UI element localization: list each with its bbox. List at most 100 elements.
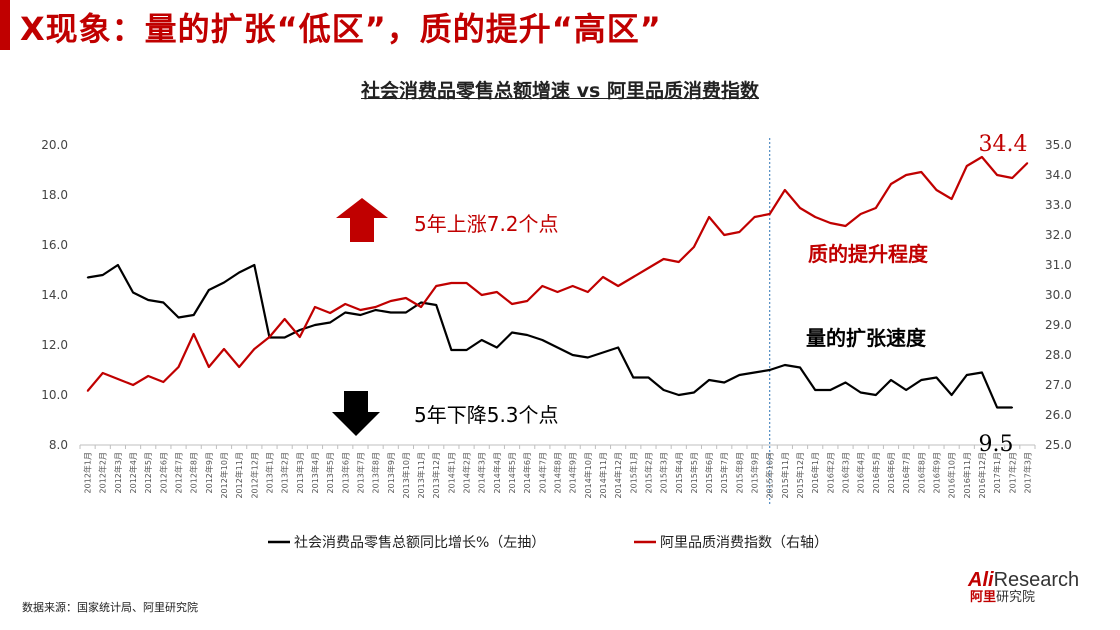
- data-point: [632, 376, 635, 379]
- x-tick-label: 2015年5月: [689, 452, 699, 493]
- quality-label: 质的提升程度: [808, 242, 929, 266]
- x-tick-label: 2013年1月: [264, 452, 274, 493]
- data-point: [117, 378, 119, 380]
- x-tick-label: 2013年10月: [401, 452, 411, 499]
- data-point: [602, 351, 604, 354]
- data-point: [238, 271, 240, 274]
- data-point: [283, 318, 286, 320]
- data-point: [389, 311, 392, 314]
- data-point: [511, 303, 513, 305]
- slide-title: X现象：量的扩张“低区”，质的提升“高区”: [20, 10, 662, 48]
- y-left-tick-label: 10.0: [41, 388, 68, 402]
- legend-label-red: 阿里品质消费指数（右轴）: [660, 535, 828, 551]
- data-point: [556, 346, 559, 349]
- data-point: [299, 329, 301, 331]
- data-point: [374, 306, 377, 308]
- data-point: [784, 364, 786, 366]
- data-point: [192, 333, 195, 335]
- x-tick-label: 2014年8月: [553, 452, 563, 493]
- logo-cn-ali: 阿里: [970, 590, 997, 605]
- x-tick-label: 2015年3月: [659, 452, 669, 493]
- data-point: [708, 216, 710, 218]
- data-point: [405, 311, 407, 314]
- x-tick-label: 2012年10月: [219, 452, 229, 499]
- data-point: [768, 369, 771, 371]
- data-point: [329, 321, 331, 324]
- data-point: [223, 348, 225, 350]
- data-point: [344, 311, 347, 314]
- data-point: [829, 222, 832, 224]
- data-point: [177, 316, 180, 319]
- data-point: [420, 306, 422, 308]
- data-point: [253, 264, 256, 266]
- x-tick-label: 2013年2月: [280, 452, 290, 493]
- data-point: [511, 331, 513, 334]
- x-tick-label: 2012年2月: [98, 452, 108, 493]
- data-point: [859, 213, 862, 215]
- data-point: [147, 299, 150, 301]
- data-point: [738, 231, 741, 233]
- quantity-label: 量的扩张速度: [806, 326, 927, 350]
- data-point: [435, 304, 438, 306]
- data-point: [329, 312, 331, 314]
- end-right-value: 34.4: [979, 132, 1028, 157]
- data-point: [890, 183, 892, 185]
- y-right-tick-label: 30.0: [1045, 288, 1072, 302]
- data-point: [238, 366, 240, 368]
- data-point: [784, 189, 786, 191]
- data-point: [132, 384, 134, 386]
- x-tick-label: 2014年11月: [598, 452, 608, 499]
- chart-lines: [86, 155, 1029, 409]
- data-point: [935, 376, 938, 379]
- data-point: [389, 300, 392, 302]
- chart-legend: 社会消费品零售总额同比增长%（左抽） 阿里品质消费指数（右轴）: [268, 535, 828, 551]
- y-right-tick-label: 31.0: [1045, 258, 1072, 272]
- x-tick-label: 2014年2月: [462, 452, 472, 493]
- data-point: [814, 389, 816, 391]
- down-text: 5年下降5.3个点: [414, 403, 559, 427]
- data-point: [753, 216, 756, 218]
- y-left-tick-label: 8.0: [49, 438, 68, 452]
- data-point: [662, 258, 665, 260]
- data-point: [299, 336, 301, 338]
- x-tick-label: 2015年1月: [628, 452, 638, 493]
- data-point: [541, 285, 544, 287]
- data-point: [450, 282, 453, 284]
- data-point: [677, 261, 680, 263]
- x-tick-label: 2016年2月: [825, 452, 835, 493]
- data-point: [723, 381, 726, 384]
- data-point: [359, 309, 362, 311]
- data-point: [814, 216, 816, 218]
- data-point: [617, 285, 619, 287]
- logo-ali: Ali: [968, 569, 994, 591]
- data-point: [587, 291, 589, 293]
- x-tick-label: 2012年11月: [234, 452, 244, 499]
- data-point: [996, 174, 998, 176]
- data-point: [86, 276, 89, 279]
- x-tick-label: 2014年6月: [522, 452, 532, 493]
- x-tick-label: 2016年5月: [871, 452, 881, 493]
- data-point: [374, 309, 377, 311]
- data-point: [253, 348, 256, 350]
- data-point: [1026, 162, 1029, 164]
- data-point: [526, 334, 528, 336]
- data-point: [450, 349, 453, 351]
- title-accent-bar: [0, 0, 10, 50]
- y-right-tick-label: 33.0: [1045, 198, 1072, 212]
- up-text: 5年上涨7.2个点: [414, 212, 559, 236]
- data-point: [768, 213, 771, 215]
- y-right-tick-label: 34.0: [1045, 168, 1072, 182]
- x-tick-label: 2012年7月: [174, 452, 184, 493]
- y-left-tick-label: 12.0: [41, 338, 68, 352]
- x-tick-label: 2014年10月: [583, 452, 593, 499]
- y-right-tick-label: 27.0: [1045, 378, 1072, 392]
- title-bar: X现象：量的扩张“低区”，质的提升“高区”: [0, 0, 1120, 50]
- data-point: [693, 391, 695, 394]
- x-tick-label: 2016年12月: [977, 452, 987, 499]
- x-tick-label: 2012年1月: [83, 452, 93, 493]
- x-tick-label: 2015年7月: [719, 452, 729, 493]
- x-tick-label: 2017年2月: [1007, 452, 1017, 493]
- x-tick-label: 2015年10月: [765, 452, 775, 499]
- data-point: [344, 303, 347, 305]
- x-tick-labels: 2012年1月 2012年2月 2012年3月 2012年4月 2012年5月 2012年…: [83, 452, 1033, 499]
